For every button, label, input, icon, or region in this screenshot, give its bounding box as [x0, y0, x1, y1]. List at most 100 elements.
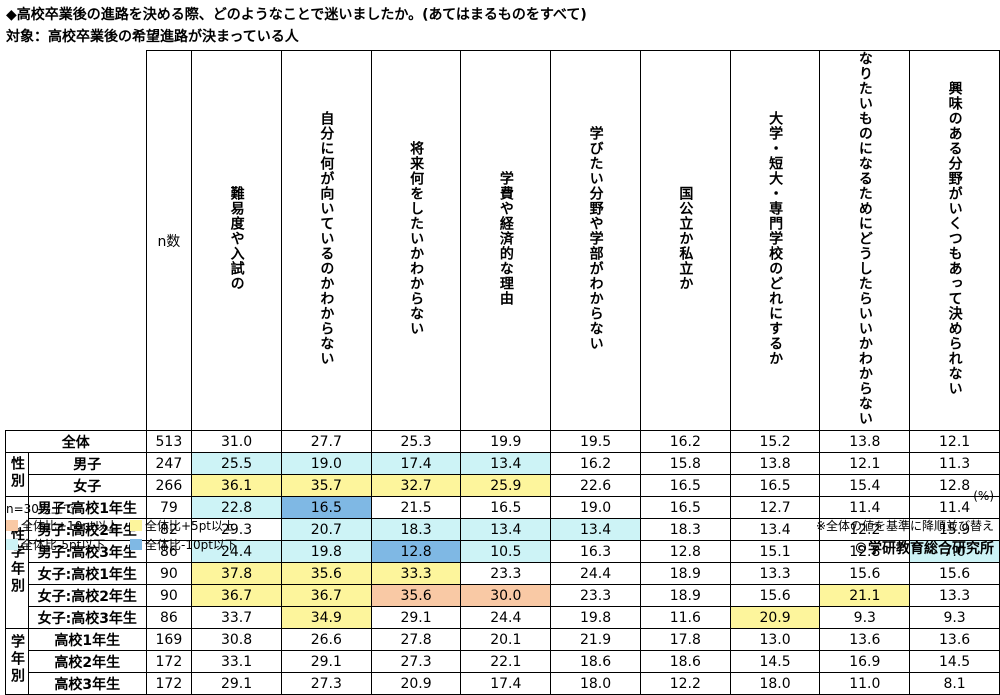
value-cell: 20.7 — [280, 518, 372, 541]
value-cell: 15.8 — [639, 452, 731, 475]
value-cell: 16.2 — [550, 452, 641, 475]
value-cell: 25.5 — [191, 452, 282, 475]
value-cell: 14.5 — [909, 650, 1000, 673]
value-cell: 17.4 — [370, 452, 462, 475]
column-header-label: 学びたい分野や学部がわからない — [587, 126, 604, 351]
row-label: 女子:高校1年生 — [27, 562, 147, 585]
value-cell: 15.4 — [819, 474, 911, 497]
header-row: n数 難易度や入試の 自分に何が向いているのかわからない 将来何をしたいかわからない 学… — [5, 50, 1000, 431]
value-cell: 34.9 — [280, 606, 372, 629]
value-cell: 15.6 — [729, 584, 821, 607]
table-row: 性学年別 男子:高校1年生 79 22.8 16.5 21.5 16.5 19.0 16.5 12… — [5, 496, 1000, 629]
value-cell: 11.6 — [639, 606, 731, 629]
value-cell: 19.8 — [550, 606, 641, 629]
n-cell: 90 — [145, 584, 193, 607]
legend-label: 全体比-10pt以下 — [145, 538, 237, 552]
value-cell: 26.6 — [280, 628, 372, 651]
value-cell: 8.1 — [909, 672, 1000, 695]
table-row: 男子:高校2年生 82 29.3 20.7 18.3 13.4 13.4 18.3 13.4 12… — [6, 518, 1000, 541]
value-cell: 18.9 — [639, 584, 731, 607]
value-cell: 18.6 — [550, 650, 641, 673]
value-cell: 18.9 — [639, 562, 731, 585]
n-cell: 266 — [145, 474, 193, 497]
value-cell: 16.2 — [639, 430, 731, 453]
row-label: 高校3年生 — [27, 672, 147, 695]
value-cell: 9.3 — [819, 606, 911, 629]
value-cell: 25.9 — [460, 474, 552, 497]
legend-swatch-orange — [6, 520, 18, 531]
column-header: 興味のある分野がいくつもあって決められない — [909, 50, 1000, 431]
value-cell: 30.0 — [460, 584, 552, 607]
value-cell: 13.3 — [729, 562, 821, 585]
legend-item-plus10: 全体比+10pt以上 — [6, 517, 119, 534]
value-cell: 13.4 — [729, 518, 821, 541]
n-cell: 172 — [145, 650, 193, 673]
value-cell: 30.8 — [191, 628, 282, 651]
value-cell: 21.1 — [819, 584, 911, 607]
value-cell: 22.8 — [191, 496, 282, 519]
legend-header: n=30以上で — [6, 502, 75, 516]
table-row: 女子:高校1年生 90 37.8 35.6 33.3 23.3 24.4 18.9 13.3 15… — [6, 562, 1000, 585]
value-cell: 17.8 — [639, 628, 731, 651]
value-cell: 13.8 — [819, 430, 911, 453]
value-cell: 16.9 — [819, 650, 911, 673]
value-cell: 12.8 — [370, 540, 462, 563]
value-cell: 23.3 — [460, 562, 552, 585]
n-cell: 247 — [145, 452, 193, 475]
value-cell: 12.7 — [729, 496, 821, 519]
group-label-text: 学年別 — [8, 634, 25, 685]
n-cell: 169 — [145, 628, 193, 651]
value-cell: 31.0 — [191, 430, 282, 453]
value-cell: 18.0 — [550, 672, 641, 695]
value-cell: 22.1 — [460, 650, 552, 673]
row-label: 全体 — [5, 430, 147, 453]
table-row: 女子:高校2年生 90 36.7 36.7 35.6 30.0 23.3 18.9 15.6 21… — [6, 584, 1000, 607]
value-cell: 33.7 — [191, 606, 282, 629]
table-row: 学年別 高校1年生 169 30.8 26.6 27.8 20.1 21.9 17.8 13.0 1… — [5, 628, 1000, 695]
value-cell: 15.6 — [909, 562, 1000, 585]
value-cell: 19.9 — [460, 430, 552, 453]
value-cell: 13.4 — [460, 518, 552, 541]
value-cell: 12.1 — [819, 452, 911, 475]
n-header: n数 — [145, 50, 193, 431]
column-header: 難易度や入試の — [191, 50, 282, 431]
group-label-sex: 性別 — [5, 452, 29, 497]
column-header: 将来何をしたいかわからない — [370, 50, 462, 431]
legend-swatch-cyan — [6, 539, 18, 550]
n-cell: 82 — [145, 518, 193, 541]
corner-cell — [5, 50, 147, 431]
sort-note: ※全体の値を基準に降順並び替え — [815, 519, 994, 533]
row-label: 男子:高校3年生 — [27, 540, 147, 563]
value-cell: 13.6 — [909, 628, 1000, 651]
value-cell: 29.3 — [191, 518, 282, 541]
value-cell: 15.1 — [729, 540, 821, 563]
row-label: 女子 — [27, 474, 147, 497]
column-header: 大学・短大・専門学校のどれにするか — [729, 50, 821, 431]
legend-label: 全体比+10pt以上 — [21, 519, 119, 533]
table-row: 高校3年生 172 29.1 27.3 20.9 17.4 18.0 12.2 18.0 11.0… — [6, 672, 1000, 695]
unit-label: (%) — [973, 489, 994, 503]
table-row: 性別 男子 247 25.5 19.0 17.4 13.4 16.2 15.8 13.8 12.1 1… — [5, 452, 1000, 497]
table-row: 女子 266 36.1 35.7 32.7 25.9 22.6 16.5 16.5 15.4 12.… — [6, 474, 1000, 497]
value-cell: 16.5 — [639, 496, 731, 519]
value-cell: 13.4 — [550, 518, 641, 541]
table-row: 全体 513 31.0 27.7 25.3 19.9 19.5 16.2 15.2 13.8 12.… — [5, 430, 1000, 453]
value-cell: 32.7 — [370, 474, 462, 497]
value-cell: 35.6 — [280, 562, 372, 585]
n-cell: 86 — [145, 540, 193, 563]
value-cell: 36.1 — [191, 474, 282, 497]
value-cell: 27.3 — [280, 672, 372, 695]
legend-swatch-blue — [130, 539, 142, 550]
value-cell: 21.5 — [370, 496, 462, 519]
value-cell: 37.8 — [191, 562, 282, 585]
column-header: 国公立か私立か — [639, 50, 731, 431]
n-cell: 86 — [145, 606, 193, 629]
value-cell: 33.3 — [370, 562, 462, 585]
value-cell: 27.8 — [370, 628, 462, 651]
value-cell: 18.0 — [729, 672, 821, 695]
column-header-label: 自分に何が向いているのかわからない — [318, 111, 335, 366]
value-cell: 12.2 — [639, 672, 731, 695]
value-cell: 25.3 — [370, 430, 462, 453]
legend-item-minus5: 全体比-5pt以下 — [6, 536, 105, 553]
value-cell: 29.1 — [370, 606, 462, 629]
